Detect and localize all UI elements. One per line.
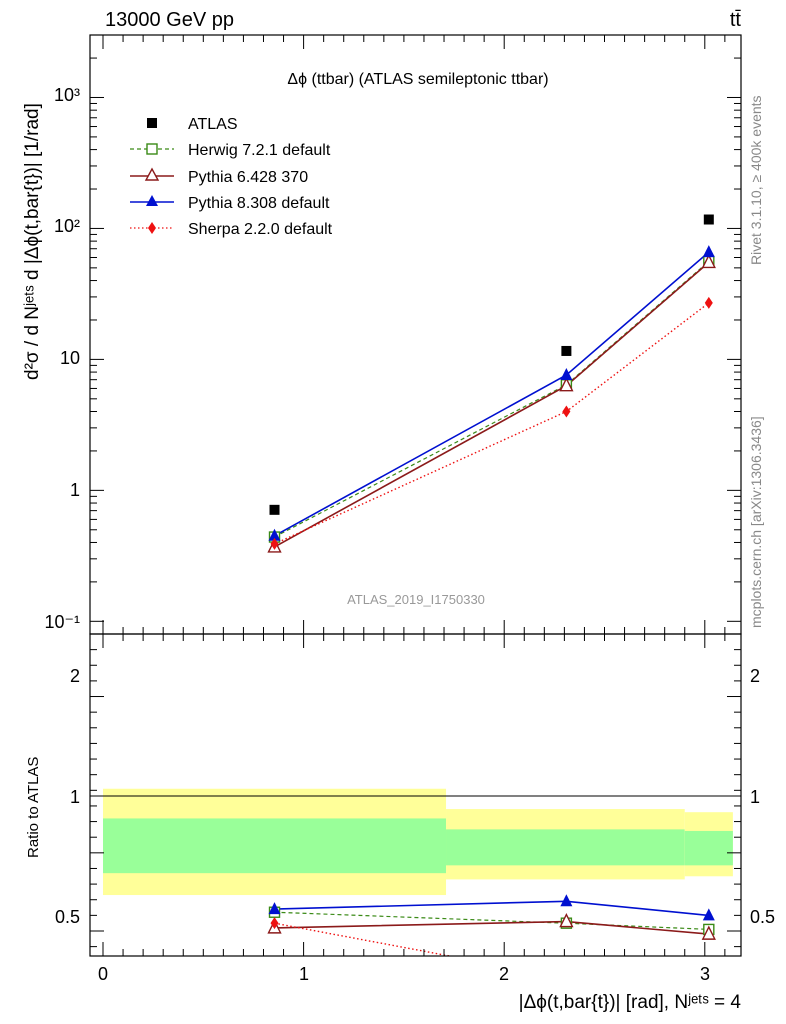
main-series-lines xyxy=(274,251,710,548)
ratio-panel: Ratio to ATLAS 0.5 1 2 0.5 1 2 0 1 2 3 |… xyxy=(25,633,775,1013)
ratio-y-tick-label: 1 xyxy=(70,787,80,807)
process-label: tt̄ xyxy=(730,9,742,31)
legend: ATLAS Herwig 7.2.1 default Pythia 6.428 … xyxy=(130,116,333,238)
ratio-data-point xyxy=(560,894,573,907)
main-series-line xyxy=(274,260,710,538)
ratio-data-point xyxy=(559,913,574,928)
ratio-uncertainty-bands xyxy=(103,788,733,896)
ratio-data-point xyxy=(268,902,281,915)
y-tick-label: 10² xyxy=(54,216,80,236)
ratio-data-point xyxy=(701,925,716,940)
legend-marker xyxy=(146,143,158,155)
data-point xyxy=(702,245,715,258)
ratio-data-point xyxy=(270,917,279,930)
ratio-series-line xyxy=(274,900,709,917)
main-y-label: d²σ / d Nʲᵉᵗˢ d |Δϕ(t,bar{t})| [1/rad] xyxy=(22,103,43,380)
legend-entry-pythia6: Pythia 6.428 370 xyxy=(130,167,308,186)
ratio-band-green xyxy=(446,829,685,866)
main-title: Δϕ (ttbar) (ATLAS semileptonic ttbar) xyxy=(287,71,548,88)
legend-label: Sherpa 2.2.0 default xyxy=(188,221,333,238)
main-y-tick-labels: 10⁻¹ 1 10 10² 10³ xyxy=(44,85,80,632)
legend-marker xyxy=(144,167,160,181)
legend-label: Pythia 8.308 default xyxy=(188,195,330,212)
data-point xyxy=(562,405,571,418)
main-y-ticks xyxy=(90,34,741,634)
rivet-label: Rivet 3.1.10, ≥ 400k events xyxy=(748,95,764,265)
ratio-y-tick-label-right: 0.5 xyxy=(750,907,775,927)
y-tick-label: 10³ xyxy=(54,85,80,105)
ratio-y-tick-label-right: 2 xyxy=(750,666,760,686)
y-tick-label: 1 xyxy=(70,480,80,500)
watermark: ATLAS_2019_I1750330 xyxy=(347,592,485,607)
x-tick-label: 1 xyxy=(299,964,309,984)
data-point xyxy=(269,504,280,515)
data-point xyxy=(270,537,279,550)
ratio-y-tick-label-right: 1 xyxy=(750,787,760,807)
ratio-series-line xyxy=(274,920,709,935)
main-series-markers xyxy=(267,214,716,553)
x-axis-label: |Δϕ(t,bar{t})| [rad], Nʲᵉᵗˢ = 4 xyxy=(519,992,742,1013)
x-tick-label: 3 xyxy=(700,964,710,984)
y-tick-label: 10⁻¹ xyxy=(44,612,80,632)
data-point xyxy=(560,368,573,381)
ratio-series-markers xyxy=(267,894,716,940)
ratio-band-green xyxy=(684,830,733,866)
main-panel: Δϕ (ttbar) (ATLAS semileptonic ttbar) AT… xyxy=(22,34,742,635)
ratio-series-line xyxy=(274,911,709,930)
x-tick-label: 2 xyxy=(499,964,509,984)
main-series-line xyxy=(274,261,710,548)
legend-entry-sherpa: Sherpa 2.2.0 default xyxy=(130,221,333,238)
ratio-data-point xyxy=(702,908,715,921)
legend-entry-atlas: ATLAS xyxy=(147,116,238,133)
legend-entry-herwig: Herwig 7.2.1 default xyxy=(130,142,331,159)
legend-label: ATLAS xyxy=(188,116,238,133)
data-point xyxy=(703,214,714,225)
legend-label: Herwig 7.2.1 default xyxy=(188,142,331,159)
y-tick-label: 10 xyxy=(60,348,80,368)
ratio-y-label: Ratio to ATLAS xyxy=(25,757,42,858)
main-series-line xyxy=(274,251,710,537)
data-point xyxy=(559,377,574,392)
ratio-y-tick-label: 0.5 xyxy=(55,907,80,927)
energy-label: 13000 GeV pp xyxy=(105,9,234,31)
data-point xyxy=(701,253,716,269)
mcplots-label: mcplots.cern.ch [arXiv:1306.3436] xyxy=(748,416,764,628)
ratio-plot-frame xyxy=(89,633,742,957)
legend-marker xyxy=(146,195,158,206)
legend-label: Pythia 6.428 370 xyxy=(188,169,308,186)
data-point xyxy=(561,345,572,356)
ratio-band-green xyxy=(103,818,447,874)
ratio-axis-ticks xyxy=(90,634,741,956)
data-point xyxy=(268,528,281,541)
legend-marker xyxy=(147,118,157,128)
data-point xyxy=(704,296,713,309)
legend-marker xyxy=(148,222,156,234)
x-tick-label: 0 xyxy=(98,964,108,984)
legend-entry-pythia8: Pythia 8.308 default xyxy=(130,195,330,212)
ratio-y-tick-label: 2 xyxy=(70,666,80,686)
